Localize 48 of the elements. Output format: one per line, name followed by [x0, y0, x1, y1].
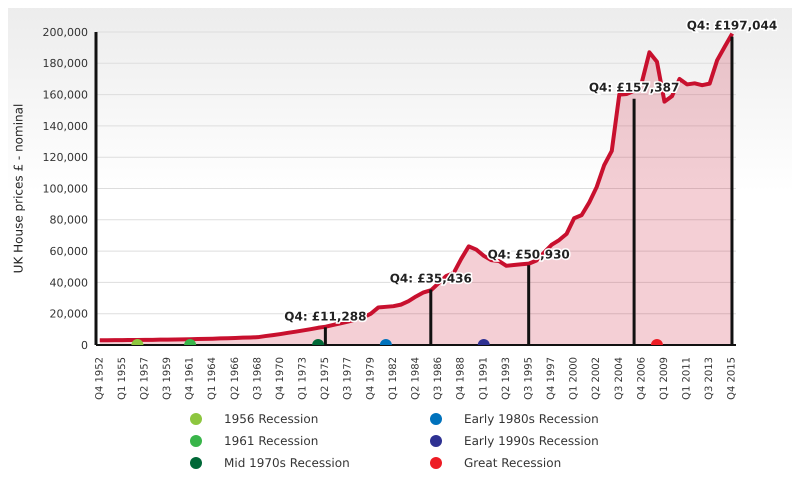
y-tick-label: 100,000: [42, 182, 88, 196]
x-tick-label: Q4 2015: [726, 357, 738, 400]
x-tick-label: Q3 1959: [162, 357, 174, 400]
y-tick-label: 160,000: [42, 88, 88, 102]
x-tick-label: Q2 1993: [500, 357, 512, 400]
x-tick-label: Q2 2002: [591, 357, 602, 400]
y-tick-label: 140,000: [42, 120, 88, 133]
x-tick-label: Q3 2004: [614, 357, 625, 400]
x-tick-label: Q1 2000: [568, 357, 580, 400]
x-tick-label: Q4 1997: [546, 357, 558, 400]
x-tick-label: Q4 1970: [274, 357, 286, 400]
y-tick-label: 60,000: [50, 245, 88, 258]
x-tick-label: Q1 2011: [682, 357, 693, 400]
legend-label: Early 1990s Recession: [464, 434, 599, 448]
x-tick-label: Q3 1968: [252, 357, 264, 400]
x-tick-label: Q1 1955: [116, 357, 128, 400]
y-axis-title: UK House prices £ - nominal: [11, 104, 26, 274]
x-tick-label: Q2 1957: [139, 357, 150, 400]
x-tick-label: Q2 1984: [410, 357, 422, 400]
y-tick-label: 200,000: [42, 26, 88, 39]
x-tick-label: Q3 1995: [523, 357, 534, 400]
y-tick-label: 0: [81, 338, 88, 352]
y-tick-label: 120,000: [42, 151, 88, 164]
y-tick-label: 180,000: [42, 57, 88, 70]
x-tick-label: Q1 1964: [207, 357, 218, 400]
x-tick-label: Q4 1988: [456, 357, 467, 400]
legend-label: 1961 Recession: [224, 434, 318, 448]
y-tick-label: 80,000: [50, 214, 88, 227]
x-tick-label: Q4 1979: [365, 357, 376, 400]
x-tick-label: Q1 1991: [478, 357, 490, 400]
x-tick-label: Q1 2009: [658, 357, 670, 400]
legend-label: Great Recession: [464, 456, 562, 470]
x-tick-label: Q3 1986: [433, 357, 444, 400]
data-label: Q4: £197,044: [686, 18, 778, 33]
y-tick-label: 20,000: [50, 308, 88, 321]
x-tick-label: Q3 2013: [704, 357, 716, 400]
legend-label: 1956 Recession: [224, 412, 318, 426]
legend-label: Early 1980s Recession: [464, 412, 599, 426]
x-tick-label: Q1 1973: [298, 357, 309, 400]
y-tick-label: 40,000: [50, 276, 88, 290]
x-tick-label: Q4 1961: [184, 357, 196, 400]
legend-label: Mid 1970s Recession: [224, 456, 350, 470]
x-tick-label: Q1 1982: [388, 357, 399, 400]
x-tick-label: Q4 2006: [636, 357, 648, 400]
x-tick-label: Q2 1975: [320, 357, 332, 400]
x-tick-label: Q4 1952: [94, 357, 106, 400]
x-tick-label: Q3 1977: [342, 357, 354, 400]
x-tick-label: Q2 1966: [230, 357, 241, 400]
